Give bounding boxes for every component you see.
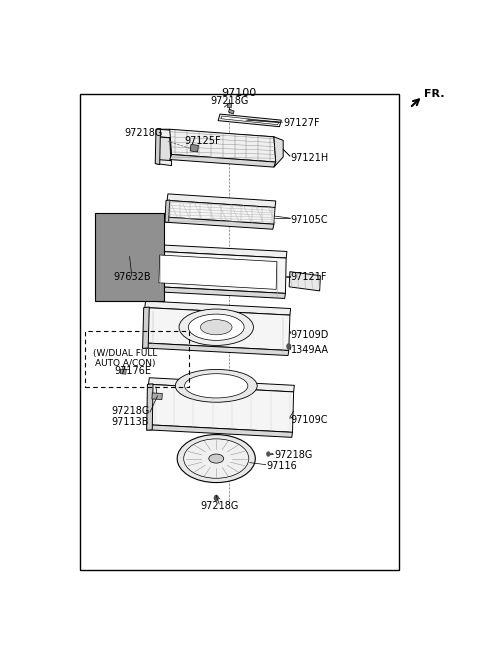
Polygon shape (144, 308, 290, 350)
Bar (85, 331, 190, 387)
Text: 97113B: 97113B (112, 417, 149, 427)
Polygon shape (150, 251, 286, 293)
Ellipse shape (185, 374, 248, 398)
Text: 97218G: 97218G (210, 96, 249, 106)
Polygon shape (228, 109, 234, 114)
Polygon shape (147, 424, 292, 438)
Polygon shape (147, 384, 294, 432)
Polygon shape (155, 129, 160, 165)
Polygon shape (159, 255, 277, 289)
Polygon shape (149, 286, 286, 298)
Text: 97105C: 97105C (290, 215, 328, 225)
Text: 97121F: 97121F (290, 272, 327, 282)
Polygon shape (221, 116, 279, 125)
Ellipse shape (201, 319, 232, 335)
Polygon shape (143, 307, 149, 348)
Text: 97218G: 97218G (201, 501, 239, 510)
Polygon shape (218, 114, 281, 127)
Bar (81, 94, 398, 569)
Text: FR.: FR. (424, 89, 444, 99)
Ellipse shape (184, 439, 249, 478)
Ellipse shape (209, 454, 224, 463)
Text: 1349AA: 1349AA (290, 345, 329, 355)
Polygon shape (166, 201, 275, 224)
Polygon shape (149, 251, 155, 292)
Polygon shape (147, 384, 153, 430)
Text: 97125F: 97125F (185, 136, 221, 146)
Polygon shape (120, 369, 126, 374)
Text: 97218G: 97218G (111, 406, 149, 416)
Text: 97116: 97116 (266, 461, 297, 471)
Text: 97121H: 97121H (290, 153, 329, 163)
Polygon shape (152, 393, 162, 400)
Polygon shape (170, 155, 276, 167)
Ellipse shape (177, 434, 255, 483)
Polygon shape (156, 129, 274, 144)
Bar (96, 213, 164, 301)
Polygon shape (143, 343, 289, 356)
Polygon shape (274, 137, 283, 167)
Polygon shape (148, 378, 294, 392)
Polygon shape (145, 301, 290, 315)
Circle shape (215, 495, 218, 501)
Polygon shape (167, 194, 276, 207)
Text: (W/DUAL FULL
AUTO A/CON): (W/DUAL FULL AUTO A/CON) (93, 349, 157, 369)
Text: 97218G: 97218G (274, 450, 312, 460)
Polygon shape (190, 144, 198, 152)
Text: 97109D: 97109D (290, 330, 329, 340)
Text: 97218G: 97218G (124, 128, 162, 138)
Text: 97100: 97100 (221, 88, 256, 98)
Polygon shape (150, 245, 287, 258)
Text: 97632B: 97632B (114, 272, 151, 282)
Polygon shape (122, 367, 125, 370)
Polygon shape (165, 217, 274, 229)
Polygon shape (170, 129, 276, 162)
Circle shape (287, 344, 290, 349)
Polygon shape (156, 129, 172, 165)
Ellipse shape (179, 309, 253, 346)
Text: 97109C: 97109C (290, 415, 328, 424)
Bar (228, 104, 231, 107)
Text: 97127F: 97127F (283, 117, 320, 128)
Polygon shape (165, 200, 170, 222)
Ellipse shape (188, 314, 244, 340)
Circle shape (267, 452, 270, 456)
Polygon shape (156, 137, 171, 161)
Polygon shape (289, 272, 321, 291)
Ellipse shape (175, 369, 257, 402)
Text: 97176E: 97176E (114, 365, 151, 376)
